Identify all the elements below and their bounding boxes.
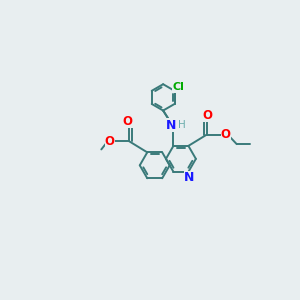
Text: N: N: [184, 171, 194, 184]
Text: O: O: [105, 135, 115, 148]
Text: H: H: [178, 120, 186, 130]
Text: O: O: [203, 109, 213, 122]
Text: O: O: [221, 128, 231, 141]
Text: O: O: [123, 115, 133, 128]
Text: Cl: Cl: [172, 82, 184, 92]
Text: N: N: [166, 119, 176, 132]
